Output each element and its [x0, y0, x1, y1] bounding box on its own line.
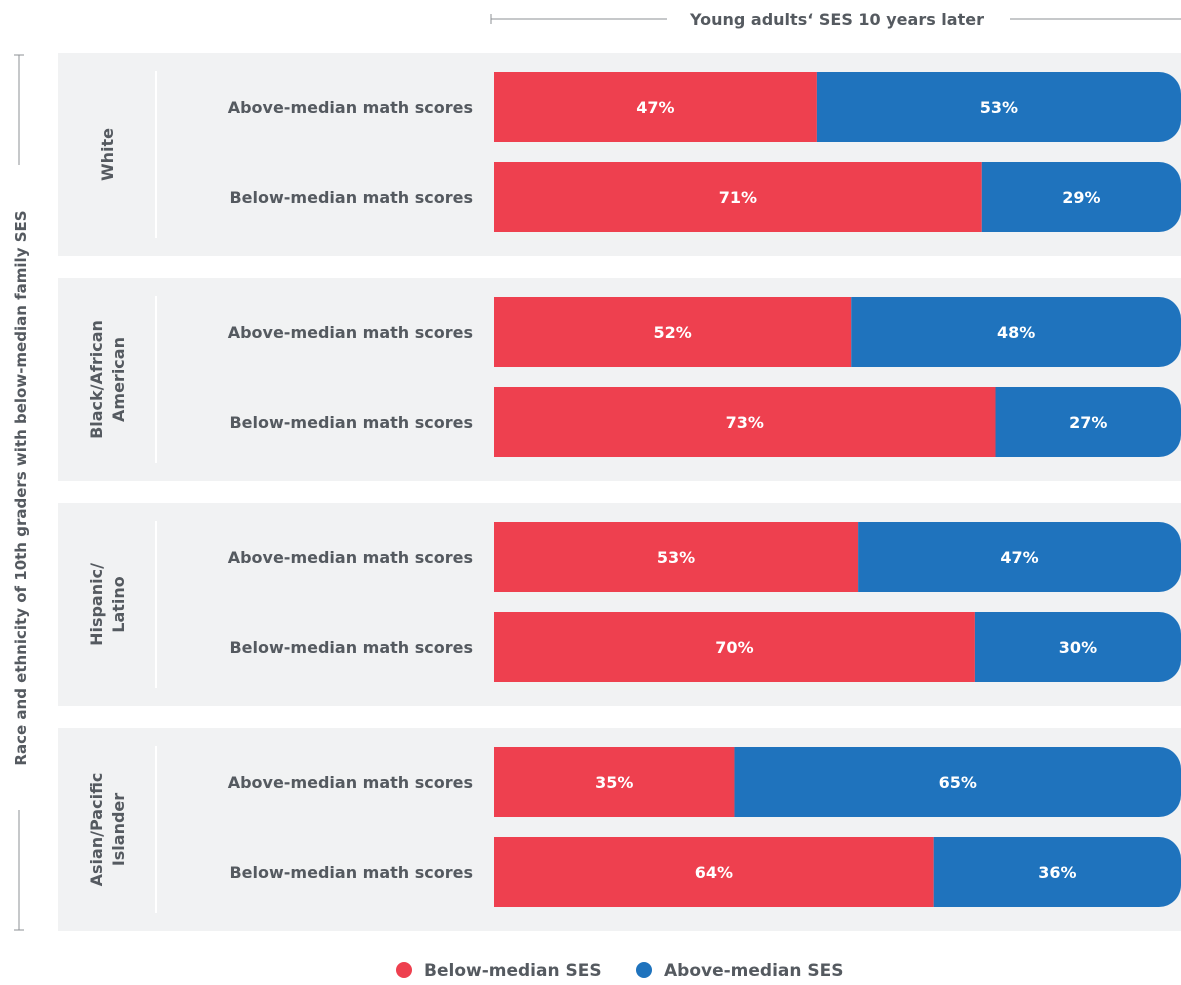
legend-swatch-icon — [396, 962, 412, 978]
bar-segment-below-median-ses — [494, 387, 996, 457]
bar-segment-above-median-ses — [816, 72, 1181, 142]
bar-value-label: 36% — [1038, 863, 1076, 882]
group-name-line: Black/African — [87, 320, 106, 439]
bar-value-label: 35% — [595, 773, 633, 792]
bar-category-label: Below-median math scores — [229, 188, 473, 207]
bar-segment-above-median-ses — [995, 387, 1181, 457]
bar-segment-above-median-ses — [974, 612, 1181, 682]
bar-category-label: Above-median math scores — [228, 773, 473, 792]
group-name: Black/African American — [87, 320, 128, 439]
bar-value-label: 53% — [980, 98, 1018, 117]
group-name-line: Latino — [109, 576, 128, 633]
bar-row: Below-median math scores 71% 29% — [229, 162, 1181, 232]
bar-segment-below-median-ses — [494, 72, 817, 142]
bar-value-label: 65% — [939, 773, 977, 792]
bar-value-label: 30% — [1059, 638, 1097, 657]
bar-value-label: 73% — [726, 413, 764, 432]
legend-swatch-icon — [636, 962, 652, 978]
group-name: Asian/Pacific Islander — [87, 773, 128, 887]
bar-segment-below-median-ses — [494, 297, 852, 367]
bar-row: Above-median math scores 52% 48% — [228, 297, 1181, 367]
group-2: Black/African American Above-median math s… — [58, 278, 1181, 481]
group-name-line: American — [109, 337, 128, 422]
bar-segment-below-median-ses — [494, 747, 735, 817]
group-name-line: Asian/Pacific — [87, 773, 106, 887]
bar-value-label: 53% — [657, 548, 695, 567]
group-name: Hispanic/Latino — [87, 563, 128, 646]
bar-segment-above-median-ses — [734, 747, 1181, 817]
group-name-line: Islander — [109, 793, 128, 866]
bar-value-label: 52% — [653, 323, 691, 342]
chart-groups: White Above-median math scores 47% 53% Below… — [58, 53, 1181, 931]
legend-item: Above-median SES — [636, 961, 844, 981]
legend: Below-median SES Above-median SES — [396, 961, 844, 981]
bar-row: Above-median math scores 53% 47% — [228, 522, 1181, 592]
bar-segment-above-median-ses — [851, 297, 1181, 367]
bar-segment-below-median-ses — [494, 837, 934, 907]
bar-segment-above-median-ses — [981, 162, 1181, 232]
group-name-line: White — [98, 128, 117, 181]
legend-label: Below-median SES — [424, 961, 602, 981]
bar-category-label: Above-median math scores — [228, 98, 473, 117]
bar-category-label: Above-median math scores — [228, 323, 473, 342]
bar-category-label: Below-median math scores — [229, 863, 473, 882]
bar-value-label: 70% — [715, 638, 753, 657]
bar-value-label: 27% — [1069, 413, 1107, 432]
bar-row: Below-median math scores 64% 36% — [229, 837, 1181, 907]
top-axis-label: Young adults‘ SES 10 years later — [689, 10, 984, 29]
top-axis: Young adults‘ SES 10 years later — [490, 10, 1181, 29]
bar-segment-below-median-ses — [494, 612, 975, 682]
bar-value-label: 48% — [997, 323, 1035, 342]
bar-value-label: 64% — [695, 863, 733, 882]
bar-value-label: 71% — [719, 188, 757, 207]
bar-segment-below-median-ses — [494, 522, 859, 592]
bar-value-label: 29% — [1062, 188, 1100, 207]
group-4: Asian/Pacific Islander Above-median math s… — [58, 728, 1181, 931]
bar-segment-below-median-ses — [494, 162, 982, 232]
bar-row: Above-median math scores 47% 53% — [228, 72, 1181, 142]
group-name: White — [98, 128, 117, 181]
group-name-line: Hispanic/ — [87, 563, 106, 646]
bar-value-label: 47% — [1000, 548, 1038, 567]
group-1: White Above-median math scores 47% 53% Below… — [58, 53, 1181, 256]
bar-segment-above-median-ses — [933, 837, 1181, 907]
bar-value-label: 47% — [636, 98, 674, 117]
bar-category-label: Below-median math scores — [229, 413, 473, 432]
group-3: Hispanic/Latino Above-median math scores 5… — [58, 503, 1181, 706]
bar-row: Below-median math scores 70% 30% — [229, 612, 1181, 682]
bar-category-label: Below-median math scores — [229, 638, 473, 657]
side-axis-label: Race and ethnicity of 10th graders with … — [12, 210, 30, 765]
legend-label: Above-median SES — [664, 961, 844, 981]
bar-row: Below-median math scores 73% 27% — [229, 387, 1181, 457]
side-axis: Race and ethnicity of 10th graders with … — [12, 54, 30, 931]
bar-segment-above-median-ses — [858, 522, 1181, 592]
bar-category-label: Above-median math scores — [228, 548, 473, 567]
legend-item: Below-median SES — [396, 961, 602, 981]
bar-row: Above-median math scores 35% 65% — [228, 747, 1181, 817]
